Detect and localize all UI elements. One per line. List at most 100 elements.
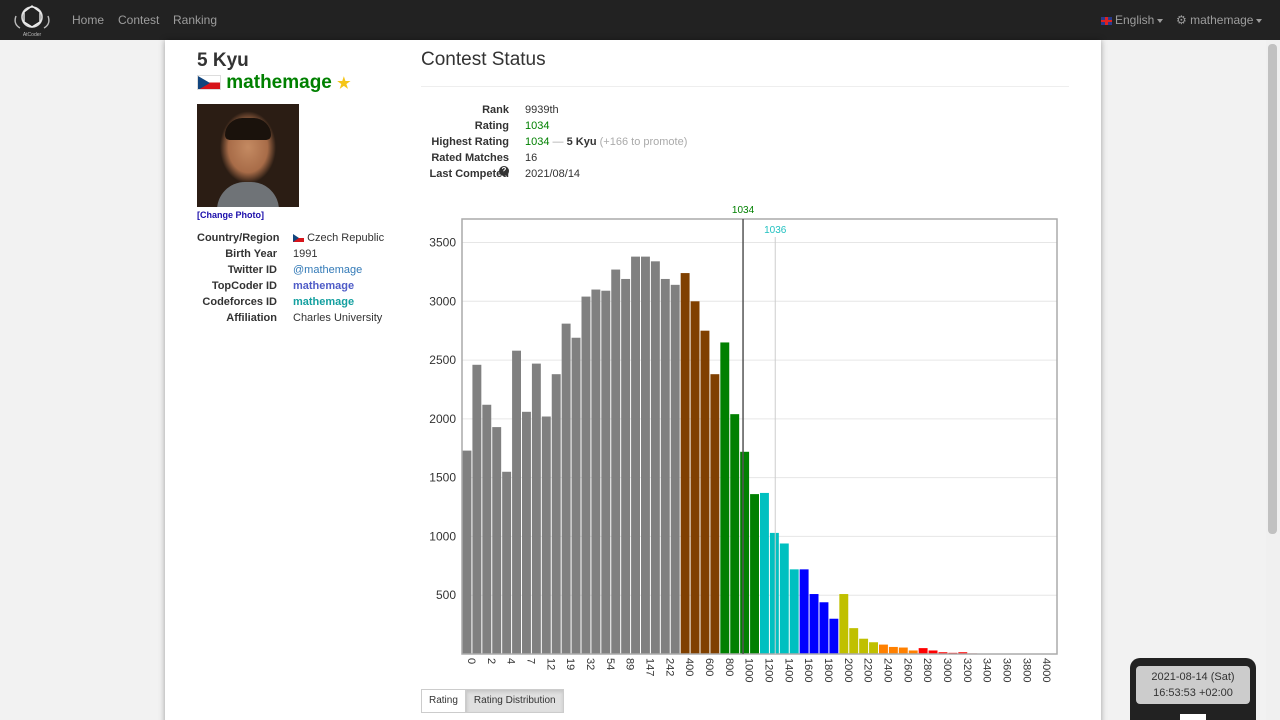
change-photo-link[interactable]: [Change Photo] [197,210,264,220]
x-tick-label: 3400 [981,658,993,682]
user-kyu: 5 Kyu [197,50,249,71]
user-dropdown[interactable]: ⚙ mathemage [1176,13,1263,27]
profile-row-country: Country/Region Czech Republic [197,232,384,248]
clock-date: 2021-08-14 (Sat) [1151,671,1235,683]
histogram-bar [928,650,938,654]
username-row: mathemage ★ [197,72,351,94]
x-tick-label: 32 [584,658,596,670]
nav-home-link[interactable]: Home [72,13,105,27]
clock-widget: 2021-08-14 (Sat) 16:53:53 +02:00 [1130,658,1256,720]
tab-rating-distribution[interactable]: Rating Distribution [465,689,564,713]
histogram-bar [541,416,551,654]
chevron-down-icon [1157,18,1164,23]
histogram-bar [908,650,918,654]
country-value: Czech Republic [307,232,385,244]
histogram-bar [839,594,849,654]
birth-year-label: Birth Year [225,248,277,260]
username: mathemage [226,72,332,93]
y-tick-label: 500 [436,588,456,602]
histogram-bar [690,301,700,654]
status-row-last: Last Competed 2021/08/14 [419,168,687,184]
histogram-bar [760,492,769,654]
codeforces-link[interactable]: mathemage [293,296,355,308]
histogram-bar [670,284,680,654]
country-label: Country/Region [197,232,280,244]
histogram-bar [631,256,640,654]
status-row-matches: Rated Matches ? 16 [419,152,687,176]
histogram-bar [591,289,601,654]
histogram-bar [561,323,571,654]
x-tick-label: 4 [505,658,517,664]
scrollbar[interactable] [1266,40,1280,720]
uk-flag-icon [1101,16,1112,25]
star-icon: ★ [337,75,351,92]
last-competed-label: Last Competed [429,168,509,180]
histogram-bar [829,618,839,654]
x-tick-label: 19 [564,658,576,670]
chart-tabs: Rating Rating Distribution [421,689,564,713]
avatar-hair [225,118,271,140]
affiliation-value: Charles University [293,312,383,324]
histogram-bar [879,644,888,654]
atcoder-logo[interactable]: AtCoder [10,2,54,38]
histogram-bar [581,296,591,654]
highest-kyu: 5 Kyu [566,136,597,148]
rating-distribution-chart: 500 1000 1500 2000 2500 3000 3500 0 2 4 7 12 19 32 54 8… [429,205,1058,682]
highest-rating-label: Highest Rating [431,136,509,148]
y-tick-label: 3000 [429,294,456,308]
histogram-bar [799,569,809,654]
histogram-bar [492,427,502,654]
y-tick-label: 2000 [429,412,456,426]
twitter-link[interactable]: @mathemage [293,264,363,276]
x-tick-label: 0 [465,658,477,664]
x-tick-label: 3200 [961,658,973,682]
czech-flag-icon [293,234,304,243]
histogram-bar [859,638,869,654]
histogram-bar [462,450,472,654]
x-tick-label: 2600 [901,658,913,682]
x-tick-label: 2400 [882,658,894,682]
histogram-bar [531,363,541,654]
divider [421,86,1069,87]
x-tick-label: 147 [644,658,656,676]
highest-rating-value: 1034 [525,136,550,148]
language-label: English [1115,13,1155,27]
status-row-rank: Rank 9939th [419,104,687,120]
rating-value: 1034 [525,120,550,132]
twitter-label: Twitter ID [227,264,277,276]
scrollbar-thumb[interactable] [1268,44,1277,534]
histogram-bar [769,532,779,654]
histogram-bar [522,411,531,654]
y-tick-label: 1500 [429,471,456,485]
language-dropdown[interactable]: English [1101,13,1164,27]
tab-rating[interactable]: Rating [421,689,466,713]
gear-icon: ⚙ [1176,13,1187,27]
histogram-bar [700,330,710,654]
help-icon[interactable]: ? [499,166,509,176]
nav-ranking-link[interactable]: Ranking [173,13,218,27]
topcoder-link[interactable]: mathemage [293,280,355,292]
profile-row-twitter: Twitter ID @mathemage [197,264,384,280]
user-avatar [197,104,299,207]
status-row-highest: Highest Rating 1034 — 5 Kyu (+166 to pro… [419,136,687,152]
histogram-bar [819,602,829,654]
histogram-bar [502,471,512,654]
y-tick-label: 2500 [429,353,456,367]
histogram-bar [730,414,740,654]
histogram-bar [660,278,670,654]
x-tick-label: 400 [683,658,695,676]
x-tick-label: 242 [663,658,675,676]
current-rating-label: 1034 [732,205,755,216]
profile-row-birth-year: Birth Year 1991 [197,248,384,264]
histogram-bar [938,652,948,654]
histogram-bar [571,337,581,654]
nav-contest-link[interactable]: Contest [118,13,160,27]
chevron-down-icon [1256,18,1263,23]
histogram-bar [789,569,799,654]
x-tick-label: 7 [525,658,537,664]
x-tick-label: 2200 [862,658,874,682]
clock-time: 16:53:53 +02:00 [1153,687,1233,699]
rated-matches-label: Rated Matches [431,152,509,164]
user-label: mathemage [1190,13,1254,27]
chart-frame [461,218,1058,655]
